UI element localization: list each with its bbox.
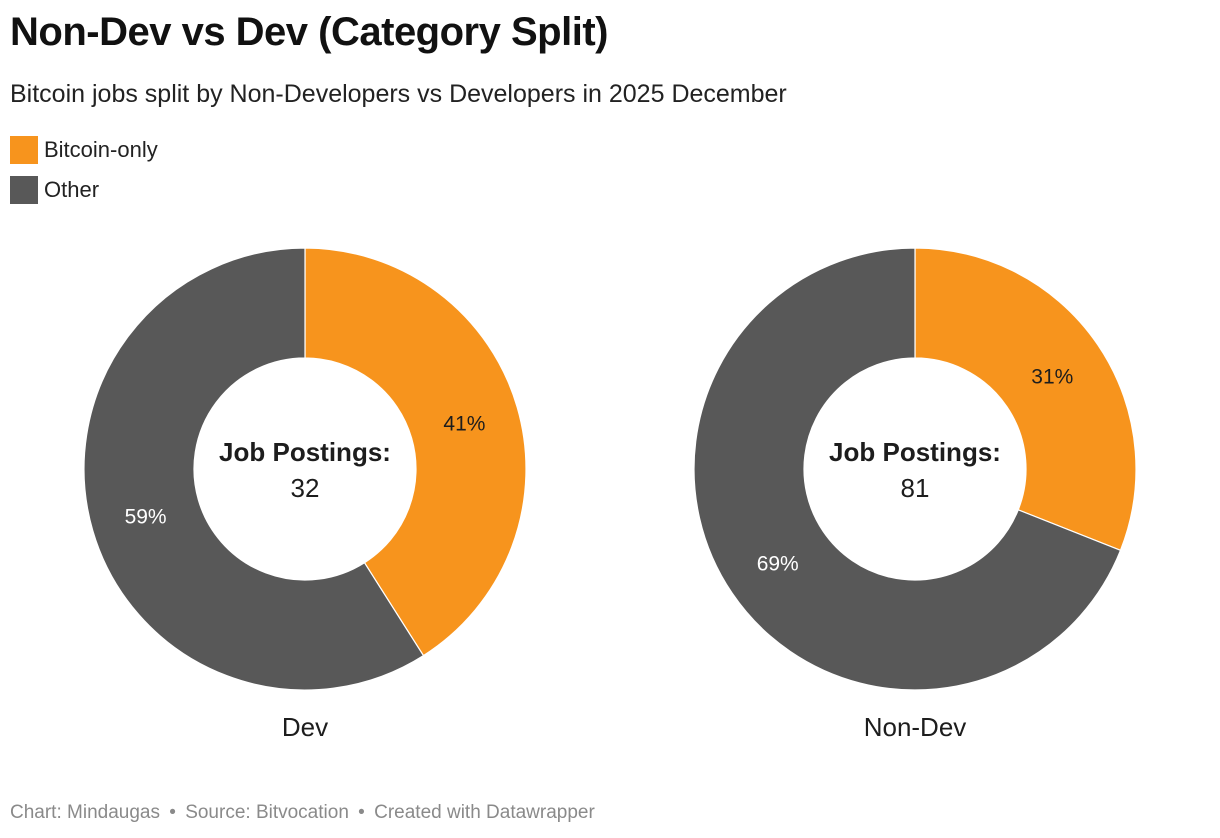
legend-swatch-bitcoin-only xyxy=(10,136,38,164)
legend-item-bitcoin-only: Bitcoin-only xyxy=(10,134,158,166)
footer-credits: Chart: Mindaugas • Source: Bitvocation •… xyxy=(10,802,595,824)
donut-dev: 41% 59% Job Postings: 32 Dev xyxy=(83,247,527,742)
chart-title: Non-Dev vs Dev (Category Split) xyxy=(10,10,608,54)
footer-separator: • xyxy=(358,802,365,823)
footer-source: Source: Bitvocation xyxy=(185,802,349,823)
slice-label-dev-other: 59% xyxy=(125,505,167,528)
slice-label-dev-bitcoin-only: 41% xyxy=(443,413,485,436)
slice-dev-other xyxy=(83,247,425,691)
slice-dev-bitcoin-only xyxy=(304,247,527,657)
center-label-non-dev: Job Postings: xyxy=(829,437,1001,467)
center-label-dev: Job Postings: xyxy=(219,437,391,467)
slice-label-non-dev-bitcoin-only: 31% xyxy=(1031,366,1073,389)
slice-non-dev-bitcoin-only xyxy=(914,247,1137,552)
chart-subtitle: Bitcoin jobs split by Non-Developers vs … xyxy=(10,80,787,108)
caption-dev: Dev xyxy=(282,712,328,742)
slice-label-non-dev-other: 69% xyxy=(757,552,799,575)
legend-label-bitcoin-only: Bitcoin-only xyxy=(44,137,158,162)
donut-non-dev: 31% 69% Job Postings: 81 Non-Dev xyxy=(693,247,1137,742)
footer-created-with: Created with Datawrapper xyxy=(374,802,595,823)
footer-chart-credit: Chart: Mindaugas xyxy=(10,802,160,823)
center-value-non-dev: 81 xyxy=(901,473,930,503)
legend-label-other: Other xyxy=(44,177,100,202)
legend-item-other: Other xyxy=(10,174,158,206)
legend: Bitcoin-only Other xyxy=(10,134,158,214)
footer-separator: • xyxy=(169,802,176,823)
caption-non-dev: Non-Dev xyxy=(864,712,967,742)
center-value-dev: 32 xyxy=(291,473,320,503)
legend-swatch-other xyxy=(10,176,38,204)
slice-non-dev-other xyxy=(693,247,1122,691)
